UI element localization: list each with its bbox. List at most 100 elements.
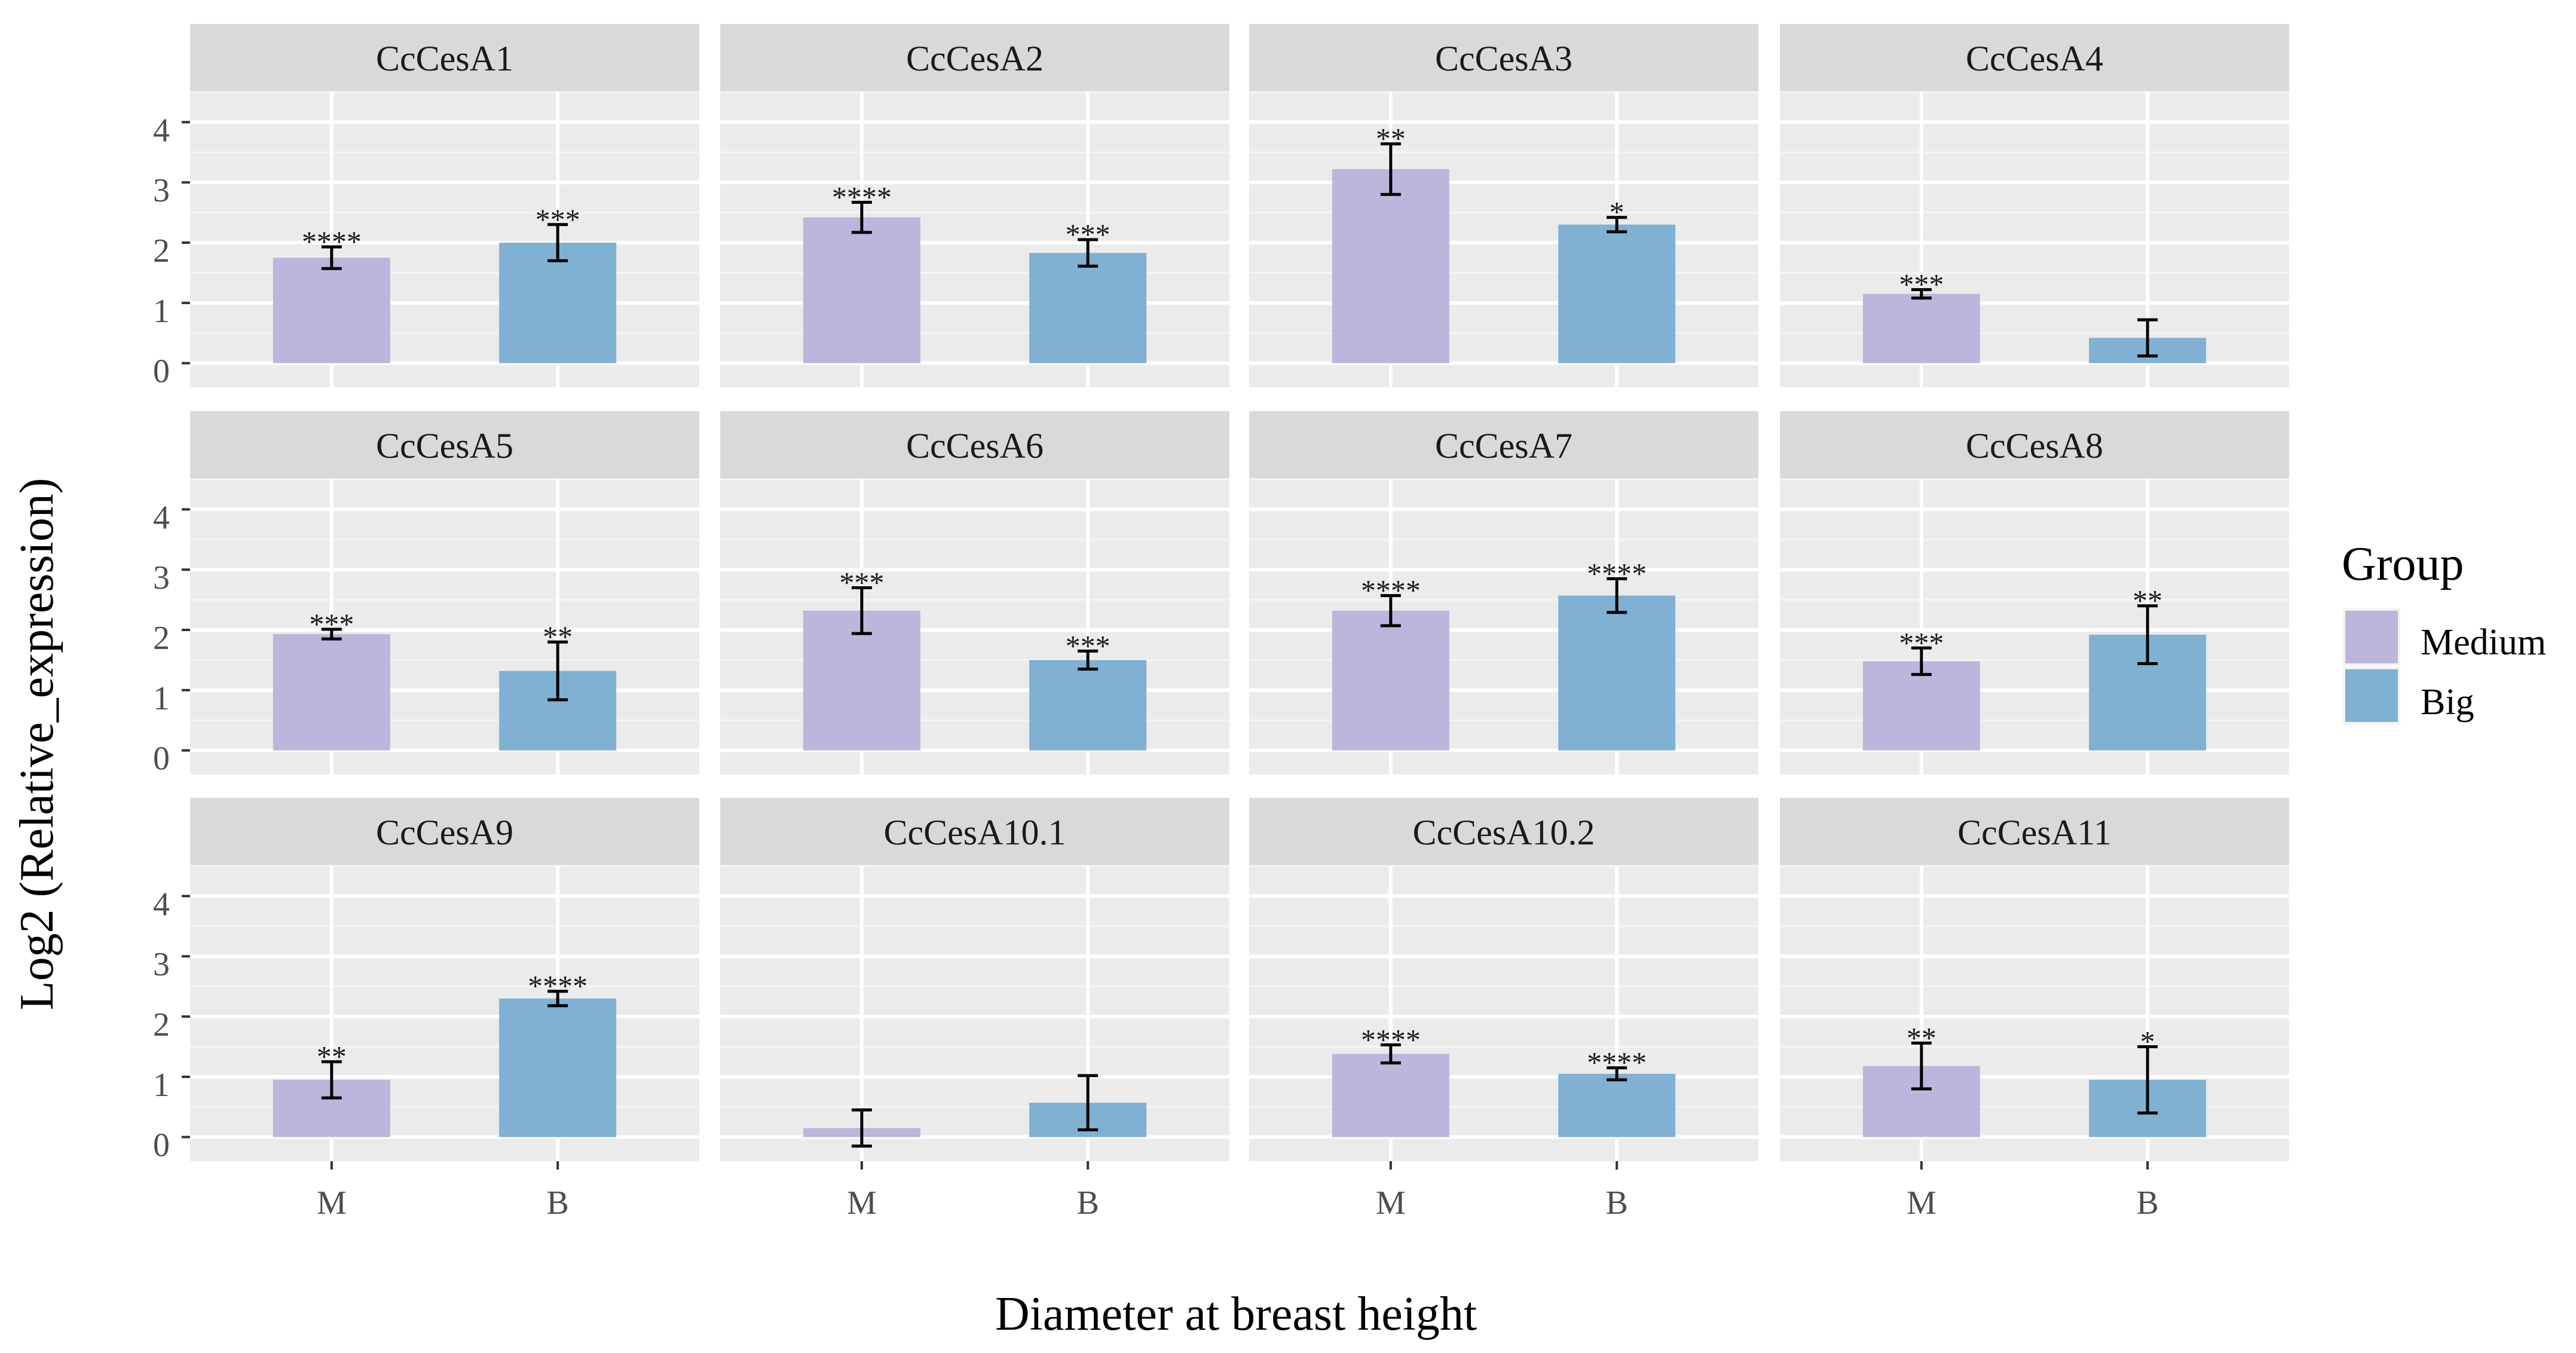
y-tick-label: 0	[153, 353, 170, 390]
significance-label: ***	[309, 607, 354, 641]
facet-strip	[1249, 24, 1758, 92]
facet-panel	[1249, 866, 1758, 1161]
y-tick-label: 3	[153, 172, 170, 209]
facet-strip	[1780, 798, 2289, 866]
facet-panel	[720, 866, 1229, 1161]
y-tick-label: 4	[153, 499, 170, 536]
facet-panel	[1780, 479, 2289, 775]
facet-strip-label: CcCesA7	[1435, 426, 1572, 466]
facet-strip-label: CcCesA10.1	[884, 813, 1066, 852]
bar-medium	[273, 258, 390, 363]
facet-strip	[720, 411, 1229, 479]
facet-strip-label: CcCesA4	[1966, 39, 2103, 78]
x-tick-label: M	[317, 1184, 347, 1222]
legend-label-big: Big	[2421, 682, 2474, 723]
significance-label: ****	[528, 969, 588, 1003]
facet-strip-label: CcCesA1	[376, 39, 513, 78]
facet-cccesa4: CcCesA4 ***	[1780, 24, 2289, 387]
x-tick-label: B	[1076, 1184, 1099, 1222]
facet-strip-label: CcCesA11	[1957, 813, 2112, 852]
y-tick-label: 3	[153, 946, 170, 983]
significance-label: **	[1907, 1021, 1936, 1054]
significance-label: **	[1376, 122, 1406, 155]
y-tick-label: 0	[153, 740, 170, 777]
bar-medium	[1332, 169, 1449, 363]
facet-strip-label: CcCesA3	[1435, 39, 1572, 78]
y-tick-label: 3	[153, 559, 170, 596]
y-tick-label: 1	[153, 680, 170, 717]
significance-label: ****	[832, 180, 892, 213]
significance-label: *	[1610, 195, 1624, 229]
x-tick-label: M	[847, 1184, 877, 1222]
facet-cccesa8: CcCesA8*****	[1780, 411, 2289, 775]
bar-medium	[1862, 293, 1980, 363]
facet-strip	[720, 24, 1229, 92]
significance-label: **	[543, 620, 573, 653]
facet-strip-label: CcCesA2	[906, 39, 1044, 78]
significance-label: **	[2133, 584, 2162, 617]
legend-title: Group	[2342, 538, 2464, 590]
bar-big	[1029, 660, 1147, 751]
facet-strip-label: CcCesA9	[376, 813, 513, 852]
y-tick-label: 2	[153, 620, 170, 657]
y-tick-label: 2	[153, 1006, 170, 1043]
significance-label: ****	[1361, 574, 1421, 607]
facet-strip	[190, 24, 699, 92]
significance-label: ****	[1587, 556, 1647, 590]
bar-big	[1029, 253, 1147, 363]
facet-cccesa7: CcCesA7 **** ****	[1249, 411, 1758, 775]
facet-strip	[1249, 411, 1758, 479]
facet-strip-label: CcCesA10.2	[1413, 813, 1595, 852]
facet-strip	[1780, 24, 2289, 92]
bar-big	[1558, 595, 1676, 751]
y-axis-title: Log2 (Relative_expression)	[11, 478, 63, 1011]
significance-label: ***	[1899, 268, 1944, 301]
facet-strip	[190, 798, 699, 866]
significance-label: *	[2140, 1024, 2155, 1058]
facet-strip	[1780, 411, 2289, 479]
facet-strip	[720, 798, 1229, 866]
y-tick-label: 1	[153, 293, 170, 330]
bar-big	[499, 998, 617, 1137]
bar-medium	[1332, 610, 1449, 751]
facet-strip-label: CcCesA8	[1966, 426, 2103, 466]
facet-strip-label: CcCesA6	[906, 426, 1044, 466]
facet-cccesa6: CcCesA6 *** ***	[720, 411, 1229, 775]
y-tick-label: 2	[153, 232, 170, 270]
bar-big	[1558, 224, 1676, 363]
significance-label: ***	[839, 565, 884, 599]
facet-strip-label: CcCesA5	[376, 426, 513, 466]
facet-panel	[1780, 866, 2289, 1161]
legend-label-medium: Medium	[2421, 622, 2546, 663]
facet-panel	[720, 479, 1229, 775]
x-tick-label: M	[1907, 1184, 1936, 1222]
facet-cccesa2: CcCesA2*******	[720, 24, 1229, 387]
x-axis-title: Diameter at breast height	[995, 1288, 1477, 1340]
facet-cccesa3: CcCesA3***	[1249, 24, 1758, 387]
bar-medium	[1332, 1054, 1449, 1137]
legend: Group Medium Big	[2342, 538, 2546, 724]
facet-panel	[190, 92, 699, 387]
bar-big	[1558, 1073, 1676, 1137]
facet-panel	[190, 866, 699, 1161]
legend-swatch-big	[2345, 669, 2398, 722]
x-tick-label: B	[1605, 1184, 1627, 1222]
facet-panel	[1780, 92, 2289, 387]
y-tick-label: 0	[153, 1127, 170, 1164]
bar-medium	[1862, 661, 1980, 751]
x-tick-label: B	[546, 1184, 568, 1222]
bar-medium	[273, 634, 390, 751]
facet-cccesa10-2: CcCesA10.2 M B **** ****	[1249, 798, 1758, 1222]
significance-label: ***	[1899, 626, 1944, 659]
facet-panel	[1249, 92, 1758, 387]
significance-label: ***	[536, 203, 580, 236]
legend-swatch-medium	[2345, 611, 2398, 663]
significance-label: ***	[1066, 218, 1110, 251]
bar-big	[499, 243, 617, 363]
facet-panel	[1249, 479, 1758, 775]
significance-label: ****	[1361, 1023, 1421, 1056]
